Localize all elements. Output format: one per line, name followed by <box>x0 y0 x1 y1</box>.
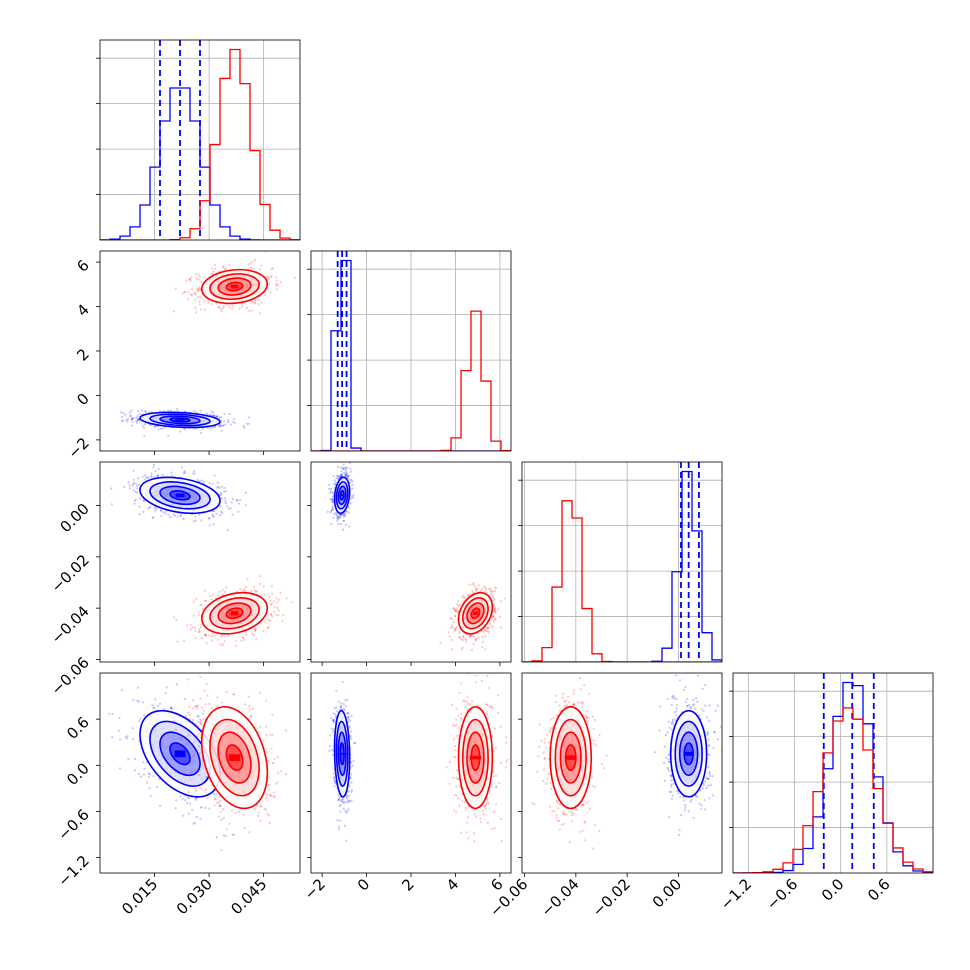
ytick-label-1-4: 6 <box>73 256 92 275</box>
panel-frame-3-3 <box>732 672 934 874</box>
panel-0-0 <box>96 39 301 241</box>
panel-frame-0-3 <box>99 672 301 874</box>
panel-2-2 <box>518 461 723 663</box>
panel-1-3: −2 0 2 4 6 <box>301 672 512 903</box>
panel-frame-0-0 <box>99 39 301 241</box>
peak-0-2-series_b <box>230 611 239 616</box>
peak-0-1-series_b <box>230 284 239 289</box>
ytick-label-2-3: 0.00 <box>56 500 92 536</box>
xtick-label-3-1: −0.6 <box>763 875 801 913</box>
peak-1-2-series_a <box>340 494 345 497</box>
xtick-label-3-0: −1.2 <box>717 875 755 913</box>
panel-0-1: −2 0 2 4 6 <box>64 250 301 462</box>
xtick-label-0-1: 0.030 <box>173 875 216 918</box>
peak-0-3-series_a <box>174 750 186 758</box>
ytick-label-2-1: −0.04 <box>48 602 93 647</box>
hist-3-series_a <box>733 681 933 873</box>
panel-frame-2-2 <box>521 461 723 663</box>
ytick-label-3-3: 0.6 <box>63 713 93 743</box>
peak-2-3-series_b <box>565 755 577 760</box>
panel-frame-1-1 <box>310 250 512 452</box>
peak-0-3-series_b <box>228 754 241 761</box>
panel-frame-1-3 <box>310 672 512 874</box>
ytick-label-3-0: −1.2 <box>54 852 92 890</box>
ytick-label-1-1: 0 <box>73 390 92 409</box>
ytick-label-1-2: 2 <box>73 345 92 364</box>
xtick-label-1-2: 2 <box>398 875 417 894</box>
panel-0-3: 0.015 0.030 0.045 −1.2 −0.6 0.0 0.6 <box>54 672 301 918</box>
panel-frame-2-3 <box>521 672 723 874</box>
peak-0-2-series_a <box>175 493 185 498</box>
xtick-label-0-0: 0.015 <box>118 875 161 918</box>
ytick-label-3-2: 0.0 <box>63 759 93 789</box>
peak-1-2-series_b <box>473 611 478 615</box>
ytick-label-1-3: 4 <box>73 301 92 320</box>
panel-frame-0-1 <box>99 250 301 452</box>
hist-2-series_b <box>522 500 722 662</box>
ytick-label-2-0: −0.06 <box>48 654 93 699</box>
xtick-label-3-3: 0.6 <box>864 875 894 905</box>
panel-1-1 <box>307 250 512 452</box>
panel-3-3: −1.2 −0.6 0.0 0.6 <box>717 672 934 914</box>
hist-3-series_b <box>733 707 933 873</box>
xtick-label-1-1: 0 <box>354 875 373 894</box>
xtick-label-1-0: −2 <box>301 875 329 903</box>
panel-frame-1-2 <box>310 461 512 663</box>
xtick-label-2-3: 0.00 <box>649 875 685 911</box>
ytick-label-1-0: −2 <box>64 434 92 462</box>
panel-0-2: −0.06 −0.04 −0.02 0.00 <box>48 461 301 699</box>
peak-0-1-series_a <box>175 419 185 421</box>
xtick-label-2-2: −0.02 <box>589 875 634 920</box>
xtick-label-3-2: 0.0 <box>818 875 848 905</box>
panel-1-2 <box>307 461 512 666</box>
hist-1-series_a <box>311 259 511 451</box>
panel-2-3: −0.06 −0.04 −0.02 0.00 <box>486 672 723 920</box>
peak-1-3-series_a <box>337 752 347 755</box>
xtick-label-2-1: −0.04 <box>537 875 582 920</box>
ytick-label-3-1: −0.6 <box>54 806 92 844</box>
xtick-label-1-3: 4 <box>443 875 462 894</box>
ytick-label-2-2: −0.02 <box>48 551 93 596</box>
panel-frame-0-2 <box>99 461 301 663</box>
xtick-label-0-2: 0.045 <box>227 875 270 918</box>
peak-2-3-series_a <box>683 751 694 756</box>
peak-1-3-series_b <box>469 755 482 760</box>
